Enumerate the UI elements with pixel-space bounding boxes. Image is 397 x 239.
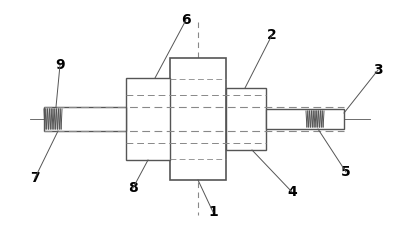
Text: 4: 4 — [287, 185, 297, 199]
Text: 6: 6 — [181, 13, 191, 27]
Text: 2: 2 — [267, 28, 277, 42]
Text: 1: 1 — [208, 205, 218, 219]
Text: 7: 7 — [30, 171, 40, 185]
Bar — [44, 107, 126, 131]
Text: 9: 9 — [55, 58, 65, 72]
Text: 8: 8 — [128, 181, 138, 195]
Bar — [170, 58, 226, 180]
Bar — [266, 109, 344, 129]
Bar — [226, 88, 266, 150]
Text: 5: 5 — [341, 165, 351, 179]
Bar — [126, 78, 170, 160]
Text: 3: 3 — [373, 63, 383, 77]
